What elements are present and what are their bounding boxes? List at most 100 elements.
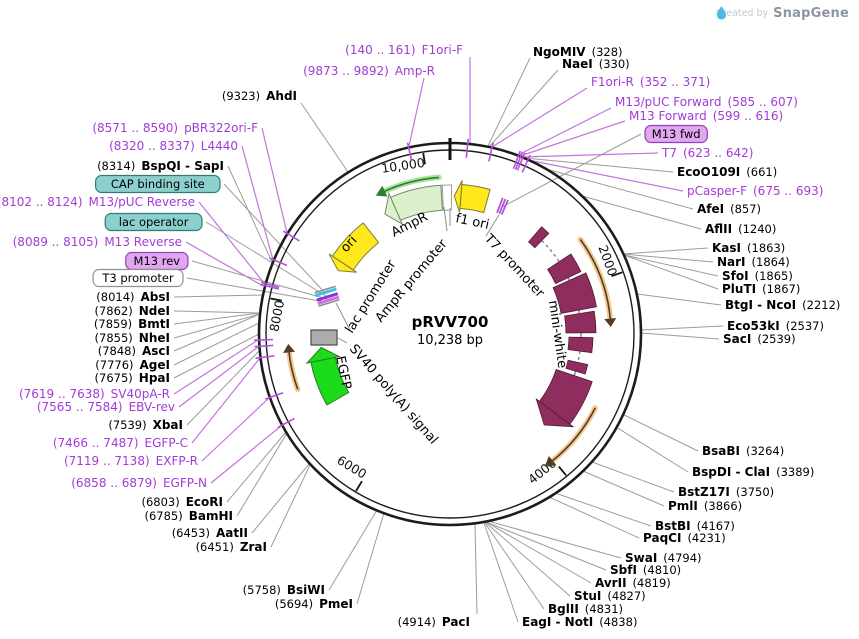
primer-ring-tick	[264, 392, 284, 400]
site-label-ecori[interactable]: (6803) EcoRI	[141, 495, 223, 509]
site-label-bglii[interactable]: BglII (4831)	[548, 602, 623, 616]
site-label-sv40pa-r[interactable]: (7619 .. 7638) SV40pA-R	[19, 387, 170, 401]
site-label-l4440[interactable]: (8320 .. 8337) L4440	[109, 139, 238, 153]
site-label-f1ori-r[interactable]: F1ori-R (352 .. 371)	[591, 75, 710, 89]
feature-ampr-head[interactable]	[384, 192, 404, 226]
site-label-bmti[interactable]: (7859) BmtI	[94, 317, 170, 331]
site-label-nhei[interactable]: (7855) NheI	[95, 331, 170, 345]
site-label-pcasper-f[interactable]: pCasper-F (675 .. 693)	[687, 184, 823, 198]
site-label-bsiwi[interactable]: (5758) BsiWI	[243, 583, 325, 597]
site-label-kasi[interactable]: KasI (1863)	[712, 241, 785, 255]
site-label-btgi-ncoi[interactable]: BtgI - NcoI (2212)	[725, 298, 840, 312]
site-label-nari[interactable]: NarI (1864)	[717, 255, 790, 269]
site-label-t3-promoter[interactable]: T3 promoter	[101, 271, 174, 285]
feature-f1-ori-head[interactable]	[453, 180, 463, 213]
feature-egfp-head[interactable]	[305, 346, 341, 364]
site-label-asci[interactable]: (7848) AscI	[98, 344, 170, 358]
site-label-m13-fwd[interactable]: M13 fwd	[652, 127, 701, 141]
site-label-m13-fwd-box[interactable]	[644, 124, 708, 144]
site-label-swai[interactable]: SwaI (4794)	[625, 551, 702, 565]
leader-line	[527, 159, 684, 192]
leader-line	[173, 313, 261, 339]
site-label-lac-operator[interactable]: lac operator	[119, 215, 189, 229]
site-label-aflii[interactable]: AflII (1240)	[705, 222, 776, 236]
leader-line	[226, 431, 287, 503]
site-label-m13-forward[interactable]: M13 Forward (599 .. 616)	[629, 109, 783, 123]
site-label-pluti[interactable]: PluTI (1867)	[722, 282, 800, 296]
site-label-hpai[interactable]: (7675) HpaI	[95, 371, 170, 385]
site-label-stui[interactable]: StuI (4827)	[574, 589, 646, 603]
feature-mini-white[interactable]	[547, 253, 582, 285]
leader-line	[524, 157, 674, 173]
primer-ring-tick	[406, 142, 413, 162]
site-label-naei[interactable]: NaeI (330)	[562, 57, 630, 71]
site-label-pmei[interactable]: (5694) PmeI	[275, 597, 353, 611]
site-label-xbai[interactable]: (7539) XbaI	[108, 418, 183, 432]
feature-mini-white[interactable]	[552, 272, 597, 314]
leader-line	[484, 522, 545, 610]
site-label-bspqi-sapi[interactable]: (8314) BspQI - SapI	[97, 159, 224, 173]
feature-sv40-polya-signal[interactable]	[310, 329, 338, 346]
feature-f1-ori[interactable]	[459, 183, 491, 214]
site-label-avrii[interactable]: AvrII (4819)	[595, 576, 671, 590]
site-label-eco53ki[interactable]: Eco53kI (2537)	[727, 319, 824, 333]
site-label-lac-operator-box[interactable]	[104, 212, 203, 232]
site-label-egfp-n[interactable]: (6858 .. 6879) EGFP-N	[71, 476, 207, 490]
site-label-afei[interactable]: AfeI (857)	[697, 202, 761, 216]
feature-ampr-promoter[interactable]	[441, 184, 453, 211]
feature-ori-head[interactable]	[328, 253, 357, 273]
site-label-bamhi[interactable]: (6785) BamHI	[144, 509, 233, 523]
feature-lac-cluster[interactable]	[314, 285, 340, 307]
site-label-sfoi[interactable]: SfoI (1865)	[722, 269, 793, 283]
leader-line	[173, 313, 261, 352]
site-label-paqci[interactable]: PaqCI (4231)	[643, 531, 726, 545]
site-label-pmli[interactable]: PmlI (3866)	[668, 499, 742, 513]
feature-label-f1-ori[interactable]: f1 ori	[454, 211, 490, 233]
site-label-eagi-noti[interactable]: EagI - NotI (4838)	[522, 615, 637, 629]
site-label-zrai[interactable]: (6451) ZraI	[196, 540, 267, 554]
site-label-bstbi[interactable]: BstBI (4167)	[655, 519, 735, 533]
site-label-m13-rev[interactable]: M13 rev	[134, 254, 181, 268]
leader-line	[173, 322, 260, 366]
site-label-cap-binding-site[interactable]: CAP binding site	[111, 177, 205, 191]
site-label-bsabi[interactable]: BsaBI (3264)	[702, 444, 784, 458]
site-label-ebv-rev[interactable]: (7565 .. 7584) EBV-rev	[37, 400, 175, 414]
site-label-m13-puc-forward[interactable]: M13/pUC Forward (585 .. 607)	[615, 95, 798, 109]
feature-label-sv40-poly-a-signal[interactable]: SV40 poly(A) signal	[346, 342, 441, 448]
site-label-agei[interactable]: (7776) AgeI	[95, 358, 170, 372]
plasmid-size: 10,238 bp	[416, 333, 484, 348]
site-label-paci[interactable]: (4914) PacI	[398, 615, 470, 629]
feature-label-egfp[interactable]: EGFP	[332, 355, 354, 391]
site-label-bspdi-clai[interactable]: BspDI - ClaI (3389)	[692, 465, 814, 479]
site-label-egfp-c[interactable]: (7466 .. 7487) EGFP-C	[53, 436, 188, 450]
site-label-ngomiv[interactable]: NgoMIV (328)	[533, 45, 623, 59]
feature-mini-white[interactable]	[565, 359, 589, 375]
site-label-t7[interactable]: T7 (623 .. 642)	[661, 146, 753, 160]
site-label-saci[interactable]: SacI (2539)	[723, 332, 796, 346]
site-label-m13-reverse[interactable]: (8089 .. 8105) M13 Reverse	[13, 235, 182, 249]
site-label-cap-binding-site-box[interactable]	[94, 174, 221, 194]
site-label-m13-puc-reverse[interactable]: (8102 .. 8124) M13/pUC Reverse	[0, 195, 195, 209]
leader-line	[548, 496, 640, 539]
leader-line	[261, 127, 288, 234]
site-label-aatii[interactable]: (6453) AatII	[172, 526, 248, 540]
site-label-absi[interactable]: (8014) AbsI	[96, 290, 170, 304]
feature-mini-white-head[interactable]	[535, 397, 575, 428]
site-label-bstz17i[interactable]: BstZ17I (3750)	[678, 485, 774, 499]
site-label-amp-r[interactable]: (9873 .. 9892) Amp-R	[303, 64, 435, 78]
site-label-pbr322ori-f[interactable]: (8571 .. 8590) pBR322ori-F	[92, 121, 258, 135]
feature-mini-white[interactable]	[567, 336, 594, 354]
site-label-t3-promoter-box[interactable]	[92, 268, 184, 288]
feature-mini-white[interactable]	[564, 310, 597, 334]
site-label-ndei[interactable]: (7862) NdeI	[95, 304, 171, 318]
site-label-exfp-r[interactable]: (7119 .. 7138) EXFP-R	[64, 454, 198, 468]
site-label-f1ori-f[interactable]: (140 .. 161) F1ori-F	[345, 43, 463, 57]
tan-arrow-right-head	[604, 318, 617, 327]
leader-line	[251, 463, 310, 534]
leader-line	[615, 426, 689, 473]
feature-mini-white[interactable]	[528, 226, 550, 249]
site-label-ecoo109i[interactable]: EcoO109I (661)	[677, 165, 777, 179]
site-label-sbfi[interactable]: SbfI (4810)	[610, 563, 681, 577]
site-label-ahdi[interactable]: (9323) AhdI	[222, 89, 297, 103]
cluster-stripe	[318, 298, 340, 307]
